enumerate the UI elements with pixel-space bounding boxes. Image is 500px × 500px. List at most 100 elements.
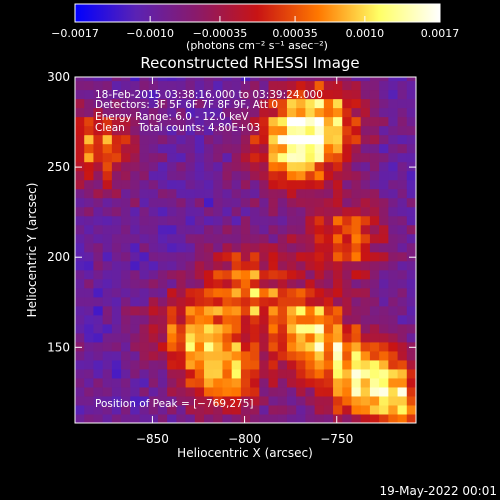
heatmap-cell bbox=[268, 404, 279, 415]
heatmap-cell bbox=[102, 377, 113, 388]
heatmap-cell bbox=[121, 368, 131, 379]
heatmap-cell bbox=[84, 323, 94, 334]
heatmap-cell bbox=[148, 296, 159, 307]
heatmap-cell bbox=[406, 170, 416, 181]
heatmap-cell bbox=[406, 341, 416, 352]
heatmap-cell bbox=[268, 179, 279, 190]
heatmap-cell bbox=[397, 314, 408, 325]
heatmap-cell bbox=[213, 179, 223, 190]
heatmap-cell bbox=[314, 377, 325, 388]
heatmap-cell bbox=[84, 161, 94, 172]
heatmap-cell bbox=[406, 278, 416, 289]
heatmap-cell bbox=[231, 80, 242, 91]
heatmap-cell bbox=[342, 80, 352, 91]
heatmap-cell bbox=[111, 233, 122, 244]
heatmap-cell bbox=[250, 341, 260, 352]
heatmap-cell bbox=[204, 80, 214, 91]
heatmap-cell bbox=[231, 197, 242, 208]
peak-position-label: Position of Peak = [−769,275] bbox=[95, 398, 254, 410]
heatmap-cell bbox=[240, 134, 251, 145]
heatmap-cell bbox=[121, 233, 131, 244]
x-tick-label: −850 bbox=[136, 432, 169, 446]
heatmap-cell bbox=[406, 233, 416, 244]
heatmap-cell bbox=[111, 179, 122, 190]
heatmap-cell bbox=[130, 224, 141, 235]
heatmap-cell bbox=[148, 305, 159, 316]
heatmap-cell bbox=[176, 215, 187, 226]
heatmap-cell bbox=[314, 341, 325, 352]
heatmap-cell bbox=[75, 413, 85, 423]
heatmap-cell bbox=[388, 80, 399, 91]
heatmap-cell bbox=[296, 224, 306, 235]
heatmap-cell bbox=[157, 314, 168, 325]
heatmap-cell bbox=[379, 125, 389, 136]
heatmap-cell bbox=[296, 332, 306, 343]
heatmap-cell bbox=[75, 215, 85, 226]
heatmap-cell bbox=[148, 260, 159, 271]
heatmap-cell bbox=[157, 98, 168, 109]
heatmap-cell bbox=[268, 224, 279, 235]
heatmap-cell bbox=[296, 107, 306, 118]
heatmap-cell bbox=[314, 143, 325, 154]
heatmap-cell bbox=[259, 197, 270, 208]
heatmap-cell bbox=[157, 170, 168, 181]
heatmap-cell bbox=[268, 206, 279, 217]
heatmap-cell bbox=[185, 395, 196, 406]
heatmap-cell bbox=[111, 80, 122, 91]
heatmap-cell bbox=[213, 125, 223, 136]
heatmap-cell bbox=[176, 350, 187, 361]
heatmap-cell bbox=[121, 341, 131, 352]
heatmap-cell bbox=[222, 332, 233, 343]
heatmap-cell bbox=[342, 143, 352, 154]
heatmap-cell bbox=[148, 80, 159, 91]
heatmap-cell bbox=[84, 350, 94, 361]
heatmap-cell bbox=[342, 314, 352, 325]
heatmap-cell bbox=[130, 134, 141, 145]
heatmap-cell bbox=[388, 269, 399, 280]
heatmap-cell bbox=[84, 197, 94, 208]
heatmap-cell bbox=[167, 80, 177, 91]
heatmap-cell bbox=[157, 269, 168, 280]
heatmap-cell bbox=[406, 251, 416, 262]
heatmap-cell bbox=[204, 323, 214, 334]
heatmap-cell bbox=[379, 350, 389, 361]
heatmap-cell bbox=[296, 251, 306, 262]
heatmap-cell bbox=[93, 107, 104, 118]
heatmap-cell bbox=[333, 143, 343, 154]
heatmap-cell bbox=[213, 170, 223, 181]
heatmap-cell bbox=[369, 260, 380, 271]
heatmap-cell bbox=[167, 161, 177, 172]
heatmap-cell bbox=[213, 278, 223, 289]
heatmap-cell bbox=[121, 359, 131, 370]
heatmap-cell bbox=[176, 314, 187, 325]
heatmap-cell bbox=[139, 170, 150, 181]
heatmap-cell bbox=[369, 395, 380, 406]
heatmap-cell bbox=[397, 215, 408, 226]
heatmap-cell bbox=[231, 179, 242, 190]
annotation-clean-counts: Clean Total counts: 4.80E+03 bbox=[95, 122, 260, 134]
heatmap-cell bbox=[277, 224, 288, 235]
heatmap-cell bbox=[277, 278, 288, 289]
heatmap-cell bbox=[240, 206, 251, 217]
heatmap-cell bbox=[397, 233, 408, 244]
heatmap-cell bbox=[222, 377, 233, 388]
heatmap-cell bbox=[204, 296, 214, 307]
heatmap-cell bbox=[277, 377, 288, 388]
heatmap-cell bbox=[397, 404, 408, 415]
heatmap-cell bbox=[277, 197, 288, 208]
heatmap-cell bbox=[213, 305, 223, 316]
heatmap-cell bbox=[167, 386, 177, 397]
heatmap-cell bbox=[314, 98, 325, 109]
heatmap-cell bbox=[388, 125, 399, 136]
heatmap-cell bbox=[259, 170, 270, 181]
heatmap-cell bbox=[406, 323, 416, 334]
heatmap-cell bbox=[185, 125, 196, 136]
heatmap-cell bbox=[102, 305, 113, 316]
heatmap-cell bbox=[314, 305, 325, 316]
heatmap-cell bbox=[75, 107, 85, 118]
heatmap-cell bbox=[351, 215, 362, 226]
heatmap-cell bbox=[185, 359, 196, 370]
heatmap-cell bbox=[222, 89, 233, 100]
heatmap-cell bbox=[102, 197, 113, 208]
heatmap-cell bbox=[286, 332, 297, 343]
